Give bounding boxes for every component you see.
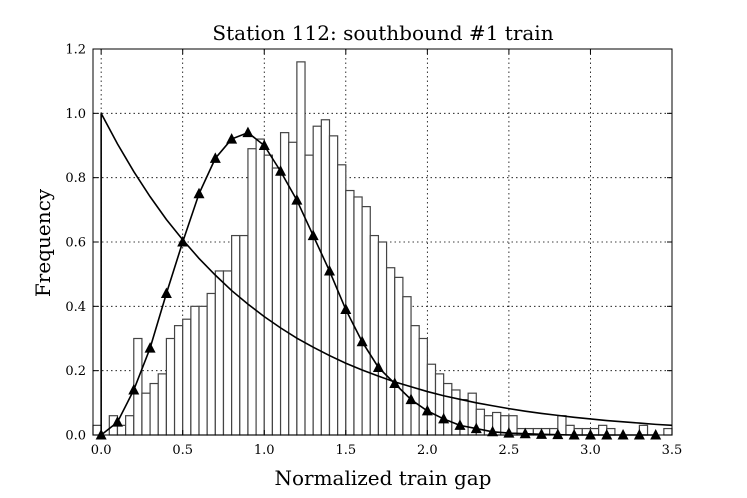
histogram-bar [247, 148, 257, 436]
triangle-marker [617, 429, 629, 440]
triangle-marker [438, 412, 450, 424]
y-tick-label: 0.2 [65, 364, 86, 379]
triangle-marker [340, 303, 352, 315]
triangle-marker [209, 152, 221, 163]
x-tick-label: 2.0 [417, 443, 438, 458]
histogram-bar [263, 154, 274, 436]
y-tick-label: 0.0 [65, 429, 86, 444]
x-tick-label: 1.5 [335, 443, 356, 458]
y-tick-label: 1.0 [65, 107, 86, 122]
histogram-bar [125, 415, 135, 436]
triangle-marker [193, 187, 205, 199]
triangle-marker [258, 139, 270, 150]
triangle-marker [226, 133, 238, 144]
histogram-bar [361, 206, 371, 436]
triangle-marker [633, 429, 645, 440]
x-tick-label: 0.0 [91, 443, 112, 458]
histogram-bar [426, 363, 437, 436]
histogram-bar [149, 382, 159, 436]
histogram-bar [222, 270, 233, 436]
y-tick-label: 0.6 [65, 236, 86, 251]
histogram-bar [402, 296, 412, 436]
histogram-bar [410, 325, 420, 436]
histogram-bar [231, 234, 241, 436]
triangle-marker [421, 404, 433, 416]
triangle-marker [601, 429, 613, 440]
histogram-bar [173, 325, 184, 436]
histogram-bar [141, 392, 151, 436]
histogram-bar [288, 141, 298, 436]
histogram-bar [443, 382, 453, 436]
histogram-bar [198, 305, 208, 436]
triangle-marker [405, 393, 417, 405]
chart-title: Station 112: southbound #1 train [212, 21, 553, 45]
triangle-marker [323, 264, 335, 276]
x-tick-label: 1.0 [254, 443, 275, 458]
triangle-marker [128, 383, 140, 395]
histogram-bar [182, 318, 192, 436]
histogram-bar [271, 167, 282, 436]
triangle-marker [389, 377, 401, 389]
histogram-bar [239, 234, 249, 436]
triangle-marker [307, 229, 319, 241]
triangle-marker [487, 425, 499, 437]
histogram-bar [165, 337, 176, 436]
y-tick-label: 0.4 [65, 300, 86, 315]
triangle-marker [650, 429, 662, 440]
histogram-bar [312, 125, 322, 436]
triangle-marker [291, 194, 303, 205]
histogram-bar [157, 373, 167, 436]
histogram-bar [116, 424, 127, 436]
triangle-marker [275, 165, 287, 176]
histogram-bar [320, 119, 331, 436]
histogram-bar [663, 427, 673, 436]
histogram-bar [418, 337, 428, 436]
triangle-marker [470, 422, 482, 434]
histogram-bar [353, 196, 363, 436]
histogram-bar [214, 270, 225, 436]
triangle-marker [519, 427, 531, 439]
x-tick-label: 2.5 [499, 443, 520, 458]
triangle-marker [552, 428, 564, 440]
x-axis-label: Normalized train gap [274, 466, 491, 490]
y-tick-label: 1.2 [65, 43, 86, 58]
triangle-marker [356, 335, 368, 347]
x-tick-label: 3.5 [662, 443, 683, 458]
histogram-bar [377, 241, 388, 436]
x-tick-label: 3.0 [580, 443, 601, 458]
triangle-marker [454, 419, 466, 430]
axis-ticks: 0.0 0.5 1.0 1.5 2.0 2.5 3.0 3.5 0.0 0.2 0.4 0.6 0.8 1… [65, 43, 682, 459]
histogram-bar [394, 276, 404, 436]
histogram-bar [255, 138, 265, 436]
triangle-marker [177, 236, 189, 247]
triangle-marker [568, 429, 580, 440]
triangle-marker [144, 342, 156, 353]
triangle-marker [111, 416, 123, 427]
histogram-bar [304, 154, 314, 436]
triangle-marker [160, 287, 172, 298]
triangle-marker [242, 126, 254, 138]
x-tick-label: 0.5 [172, 443, 193, 458]
triangle-marker [372, 361, 384, 372]
histogram-bar [296, 61, 306, 436]
histogram-bar [206, 292, 216, 436]
histogram-bar [434, 373, 445, 436]
triangle-marker [536, 428, 548, 439]
y-axis-label: Frequency [31, 188, 55, 297]
y-tick-label: 0.8 [65, 171, 86, 186]
histogram-bar [369, 234, 380, 436]
histogram-bar [385, 267, 396, 436]
histogram-bar [190, 305, 200, 436]
